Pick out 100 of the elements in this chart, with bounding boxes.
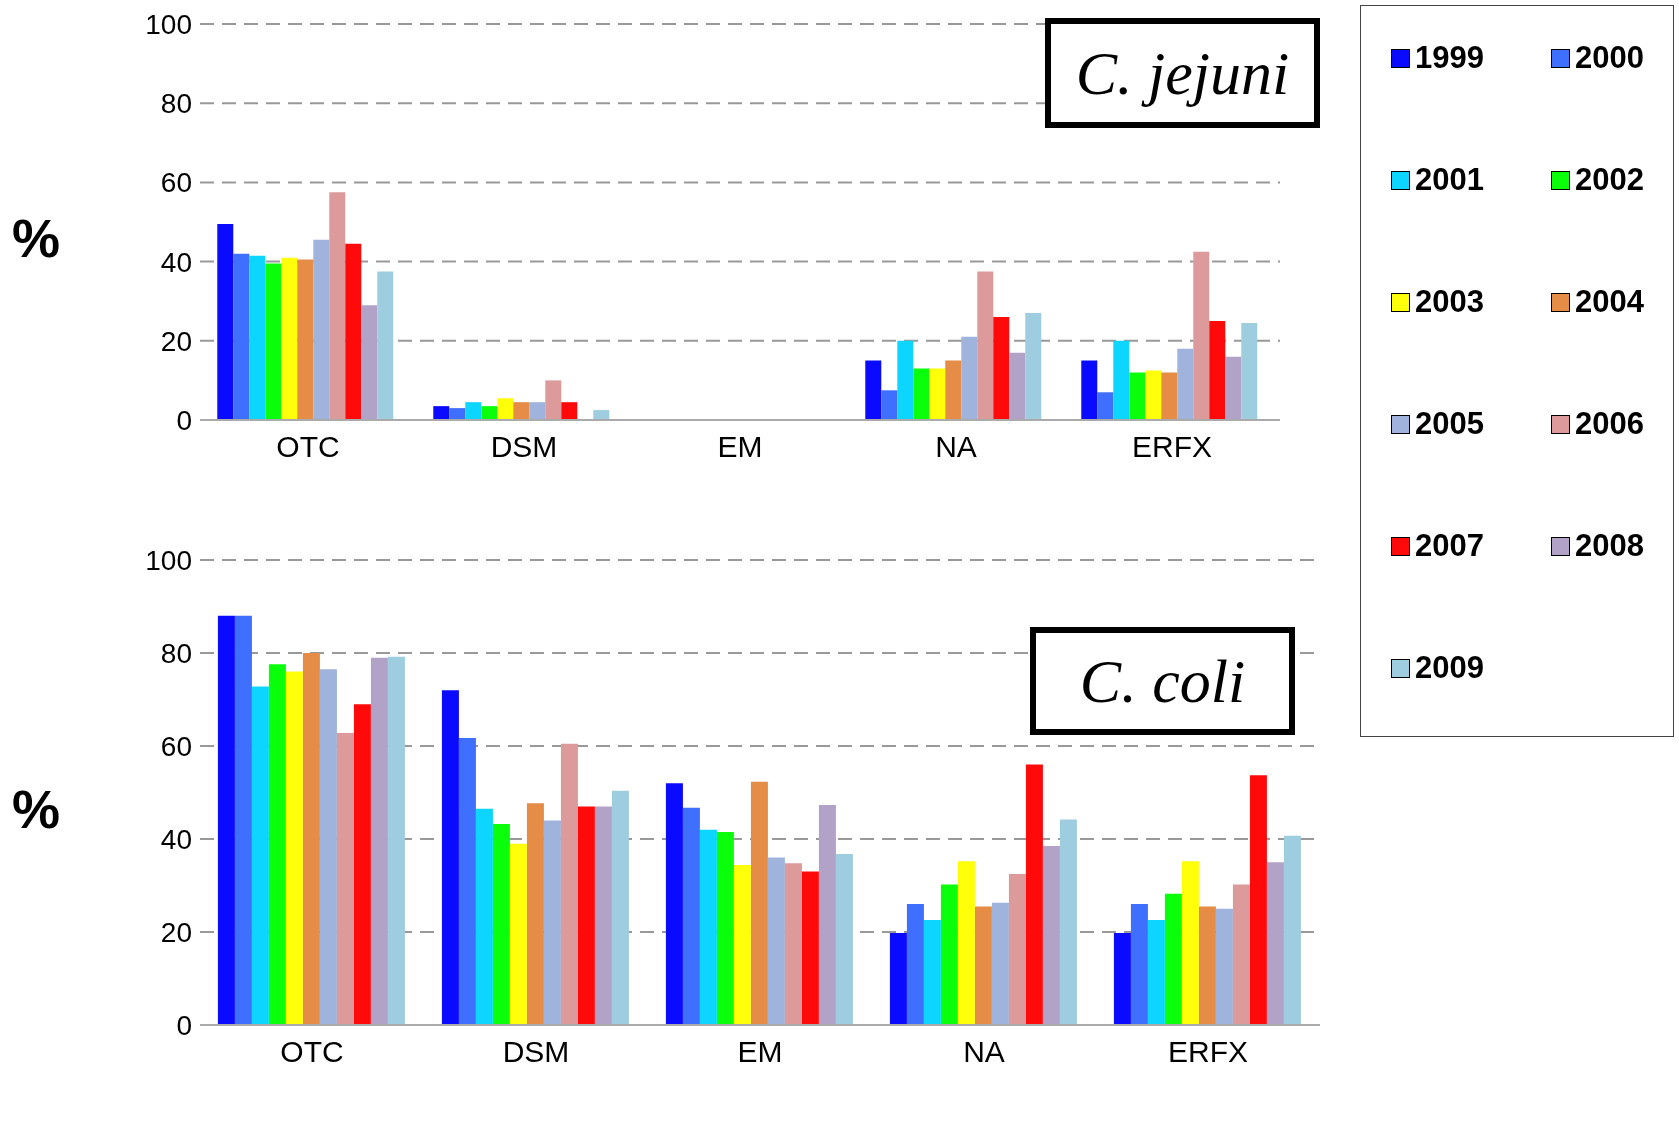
bar [699, 829, 717, 1025]
bar [913, 368, 930, 420]
bar [1147, 919, 1165, 1025]
bar [881, 390, 898, 420]
bar [1161, 372, 1178, 420]
legend-label: 2005 [1415, 406, 1484, 442]
legend-label: 2003 [1415, 284, 1484, 320]
legend-label: 2006 [1575, 406, 1644, 442]
y-tick-label: 60 [160, 167, 192, 199]
bar [336, 732, 354, 1025]
bar [801, 871, 819, 1025]
legend-label: 1999 [1415, 40, 1484, 76]
bar [251, 686, 269, 1025]
y-tick-label: 0 [176, 1009, 192, 1041]
bar [835, 853, 853, 1025]
bar [1130, 904, 1148, 1025]
y-tick-label: 80 [160, 88, 192, 120]
bar [682, 807, 700, 1025]
bar [974, 906, 992, 1025]
x-tick-label: OTC [276, 430, 340, 464]
legend-label: 2007 [1415, 528, 1484, 564]
bar [509, 843, 527, 1025]
bar [233, 253, 250, 420]
legend-label: 2001 [1415, 162, 1484, 198]
y-tick-label: 80 [160, 637, 192, 669]
legend-label: 2009 [1415, 650, 1484, 686]
bar [492, 824, 510, 1025]
bar [929, 368, 946, 420]
bar [733, 865, 751, 1025]
bar [1025, 313, 1042, 420]
bar [285, 671, 303, 1025]
bar [377, 271, 394, 420]
y-tick-label: 20 [160, 916, 192, 948]
legend-label: 2004 [1575, 284, 1644, 320]
bar [387, 656, 405, 1025]
bar [1009, 352, 1026, 420]
bar [1113, 340, 1130, 420]
bar [767, 857, 785, 1025]
y-tick-label: 40 [160, 246, 192, 278]
bar [1129, 372, 1146, 420]
bar [545, 380, 562, 420]
y-tick-label: 40 [160, 823, 192, 855]
x-tick-label: ERFX [1167, 1035, 1249, 1069]
bar [1145, 370, 1162, 420]
bar [1059, 819, 1077, 1025]
bar [1081, 360, 1098, 420]
bar [594, 806, 612, 1025]
bar [993, 317, 1010, 420]
bar [1209, 321, 1226, 420]
bar [465, 402, 482, 420]
bar [1241, 322, 1258, 420]
bar [957, 861, 975, 1025]
x-tick-label: OTC [280, 1035, 344, 1069]
bar [268, 664, 286, 1025]
bar [313, 239, 330, 420]
annotation: C. jejuni [1045, 18, 1320, 128]
bar [923, 919, 941, 1025]
bar [526, 803, 544, 1025]
bar [361, 305, 378, 420]
bar [977, 271, 994, 420]
bar [433, 406, 450, 420]
bar [865, 360, 882, 420]
bar [577, 806, 595, 1025]
bar [945, 360, 962, 420]
legend-label: 2008 [1575, 528, 1644, 564]
bar [1177, 348, 1194, 420]
annotation: C. coli [1030, 627, 1295, 735]
bar [319, 669, 337, 1025]
legend-label: 2002 [1575, 162, 1644, 198]
y-tick-label: 20 [160, 325, 192, 357]
bar [1181, 861, 1199, 1025]
bar [265, 263, 282, 420]
bar [345, 243, 362, 420]
x-tick-label: DSM [502, 1035, 570, 1069]
bar [513, 402, 530, 420]
bar [449, 408, 466, 420]
y-axis-title: % [12, 207, 61, 269]
bar [818, 805, 836, 1025]
bar [906, 904, 924, 1025]
bar [1008, 873, 1026, 1025]
bar [593, 410, 610, 420]
bar [329, 192, 346, 420]
bar [281, 257, 298, 420]
bar [1225, 356, 1242, 420]
x-tick-label: NA [935, 430, 977, 464]
legend-label: 2000 [1575, 40, 1644, 76]
x-tick-label: DSM [490, 430, 558, 464]
bar [784, 863, 802, 1025]
bar [497, 398, 514, 420]
bar [889, 932, 907, 1025]
x-tick-label: NA [963, 1035, 1005, 1069]
bar [249, 255, 266, 420]
bar [961, 336, 978, 420]
bar [1249, 775, 1267, 1025]
bar [1193, 251, 1210, 420]
bar [1232, 884, 1250, 1025]
bar [1198, 906, 1216, 1025]
y-tick-label: 100 [145, 8, 192, 40]
bar [665, 783, 683, 1025]
bar [560, 743, 578, 1025]
